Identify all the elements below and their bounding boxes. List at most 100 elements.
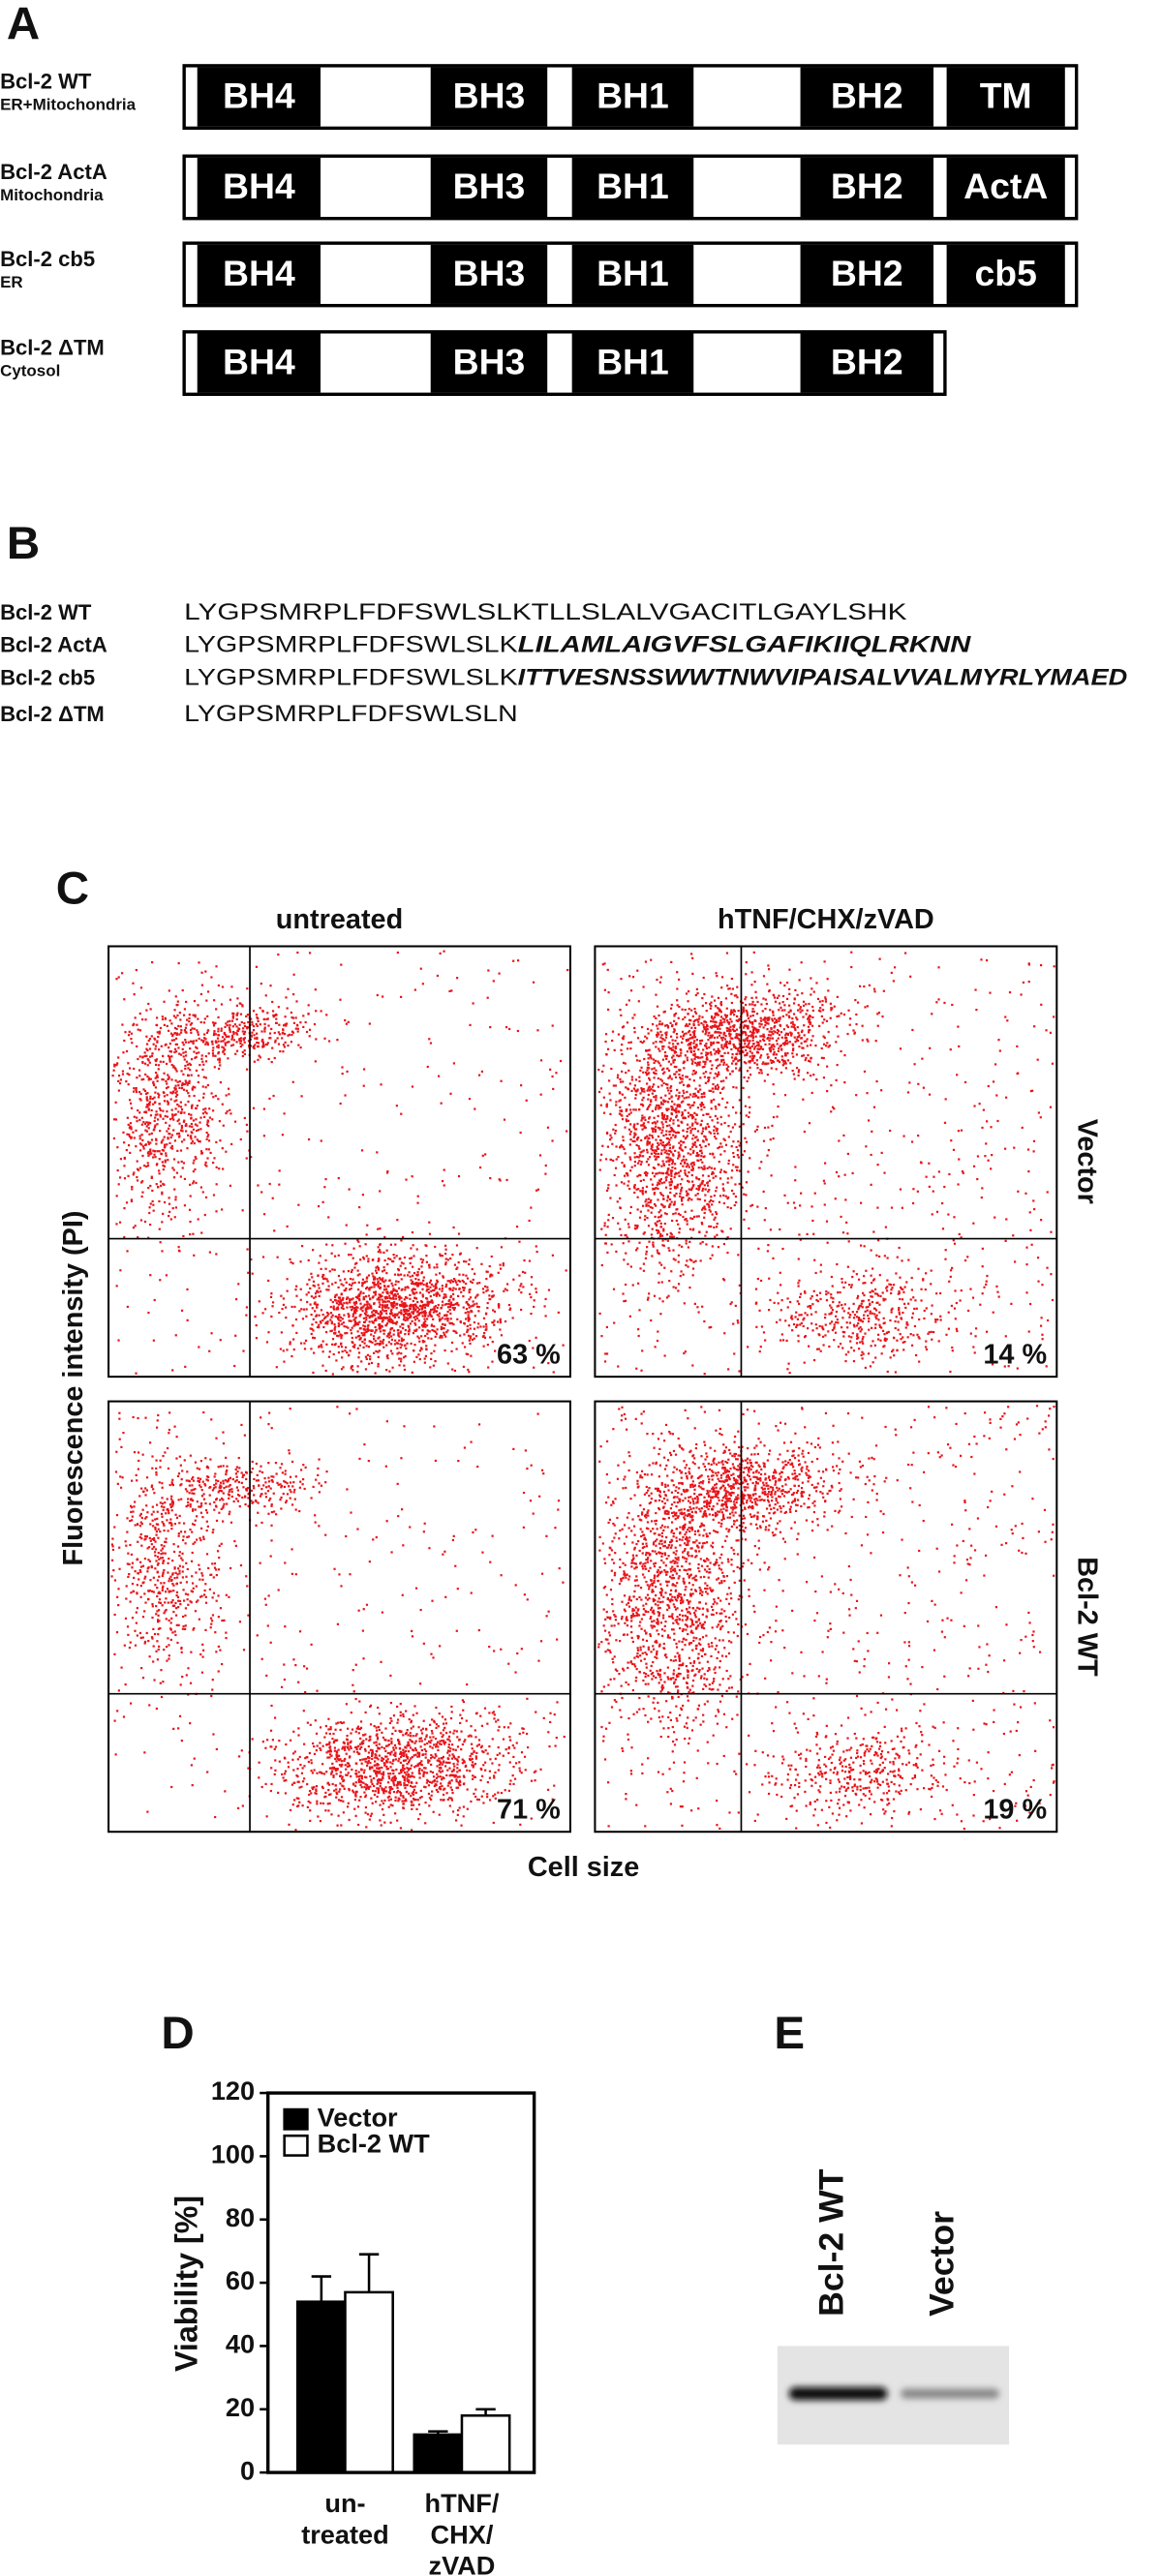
cell-dot <box>716 1226 718 1227</box>
cell-dot <box>440 1255 442 1257</box>
cell-dot <box>244 1025 246 1027</box>
cell-dot <box>406 1317 408 1318</box>
cell-dot <box>121 972 123 974</box>
cell-dot <box>338 1177 340 1179</box>
cell-dot <box>544 1298 546 1300</box>
cell-dot <box>234 1121 236 1123</box>
cell-dot <box>349 1319 351 1321</box>
cell-dot <box>148 1078 150 1080</box>
cell-dot <box>171 1147 173 1149</box>
cell-dot <box>308 1291 310 1293</box>
cell-dot <box>397 1274 399 1276</box>
cell-dot <box>199 1121 200 1123</box>
cell-dot <box>800 1037 802 1039</box>
cell-dot <box>704 1167 706 1169</box>
cell-dot <box>406 1343 408 1345</box>
cell-dot <box>675 1095 677 1097</box>
cell-dot <box>269 985 271 986</box>
cell-dot <box>366 1276 368 1278</box>
cell-dot <box>414 1303 416 1305</box>
cell-dot <box>754 991 756 993</box>
cell-dot <box>760 1020 762 1022</box>
cell-dot <box>647 1151 649 1153</box>
cell-dot <box>133 1091 135 1093</box>
cell-dot <box>607 1184 609 1186</box>
cell-dot <box>711 1100 713 1102</box>
cell-dot <box>199 1038 200 1040</box>
cell-dot <box>760 1047 762 1049</box>
cell-dot <box>484 1286 486 1288</box>
cell-dot <box>309 1035 311 1037</box>
cell-dot <box>189 1209 191 1211</box>
cell-dot <box>346 1307 348 1309</box>
cell-dot <box>315 1010 317 1012</box>
cell-dot <box>681 1246 683 1248</box>
cell-dot <box>704 1033 706 1035</box>
cell-dot <box>755 996 757 998</box>
cell-dot <box>163 1168 165 1170</box>
cell-dot <box>329 1330 331 1332</box>
cell-dot <box>404 1298 406 1300</box>
cell-dot <box>207 990 209 992</box>
cell-dot <box>453 1062 455 1064</box>
cell-dot <box>657 1153 659 1155</box>
cell-dot <box>438 1076 440 1077</box>
cell-dot <box>460 1253 462 1255</box>
cell-dot <box>386 1355 388 1357</box>
cell-dot <box>666 1171 668 1173</box>
cell-dot <box>363 1321 365 1323</box>
cell-dot <box>788 1015 790 1017</box>
cell-dot <box>216 1183 218 1185</box>
cell-dot <box>808 1031 810 1033</box>
domain-label: TM <box>980 76 1032 116</box>
cell-dot <box>358 1206 360 1208</box>
cell-dot <box>232 1044 234 1046</box>
cell-dot <box>597 1069 599 1071</box>
cell-dot <box>189 1125 191 1127</box>
cell-dot <box>422 1295 424 1297</box>
cell-dot <box>767 1022 769 1024</box>
cell-dot <box>137 1109 138 1111</box>
cell-dot <box>282 1050 284 1052</box>
cell-dot <box>334 1299 336 1301</box>
cell-dot <box>386 1322 388 1324</box>
cell-dot <box>619 1197 621 1199</box>
cell-dot <box>278 1024 280 1026</box>
cell-dot <box>646 1037 648 1039</box>
cell-dot <box>606 1252 608 1254</box>
cell-dot <box>263 1108 265 1110</box>
cell-dot <box>680 1189 682 1191</box>
cell-dot <box>242 1349 244 1351</box>
cell-dot <box>244 1053 246 1055</box>
cell-dot <box>118 976 120 978</box>
cell-dot <box>433 1285 435 1287</box>
cell-dot <box>663 1082 665 1084</box>
cell-dot <box>773 1137 775 1139</box>
domain-label: BH1 <box>596 253 669 293</box>
cell-dot <box>498 972 500 974</box>
cell-dot <box>661 1239 663 1241</box>
cell-dot <box>306 1301 308 1303</box>
cell-dot <box>391 1352 393 1354</box>
cell-dot <box>685 1218 687 1220</box>
cell-dot <box>280 1348 282 1349</box>
cell-dot <box>655 1099 657 1101</box>
cell-dot <box>190 1032 192 1034</box>
cell-dot <box>334 1294 336 1296</box>
cell-dot <box>605 1053 607 1055</box>
cell-dot <box>328 1356 330 1358</box>
cell-dot <box>694 1027 696 1029</box>
cell-dot <box>421 1271 423 1273</box>
cell-dot <box>791 1052 793 1054</box>
cell-dot <box>670 1175 672 1177</box>
cell-dot <box>781 1059 783 1061</box>
cell-dot <box>491 1290 493 1292</box>
domain-label: BH3 <box>453 76 526 116</box>
cell-dot <box>760 1046 762 1047</box>
cell-dot <box>508 1309 510 1311</box>
cell-dot <box>297 1204 299 1206</box>
cell-dot <box>360 1337 362 1339</box>
cell-dot <box>449 1288 451 1290</box>
cell-dot <box>766 1053 768 1055</box>
cell-dot <box>444 1296 446 1298</box>
